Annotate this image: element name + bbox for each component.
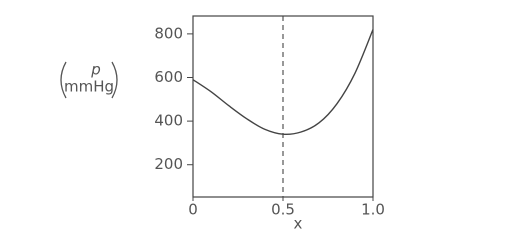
y-label-quantity: p: [90, 61, 101, 79]
x-tick-label: 1.0: [361, 201, 385, 219]
y-tick-label: 200: [154, 155, 183, 173]
y-tick-label: 600: [154, 68, 183, 86]
y-label-unit: mmHg: [64, 78, 114, 96]
paren-right: [111, 61, 118, 99]
y-tick-label: 800: [154, 24, 183, 42]
x-tick-label: 0.5: [271, 201, 295, 219]
curve: [192, 29, 374, 136]
paren-left: [60, 61, 67, 99]
x-label: x: [294, 215, 303, 233]
x-tick-label: 0: [188, 201, 198, 219]
y-tick-label: 400: [154, 112, 183, 130]
